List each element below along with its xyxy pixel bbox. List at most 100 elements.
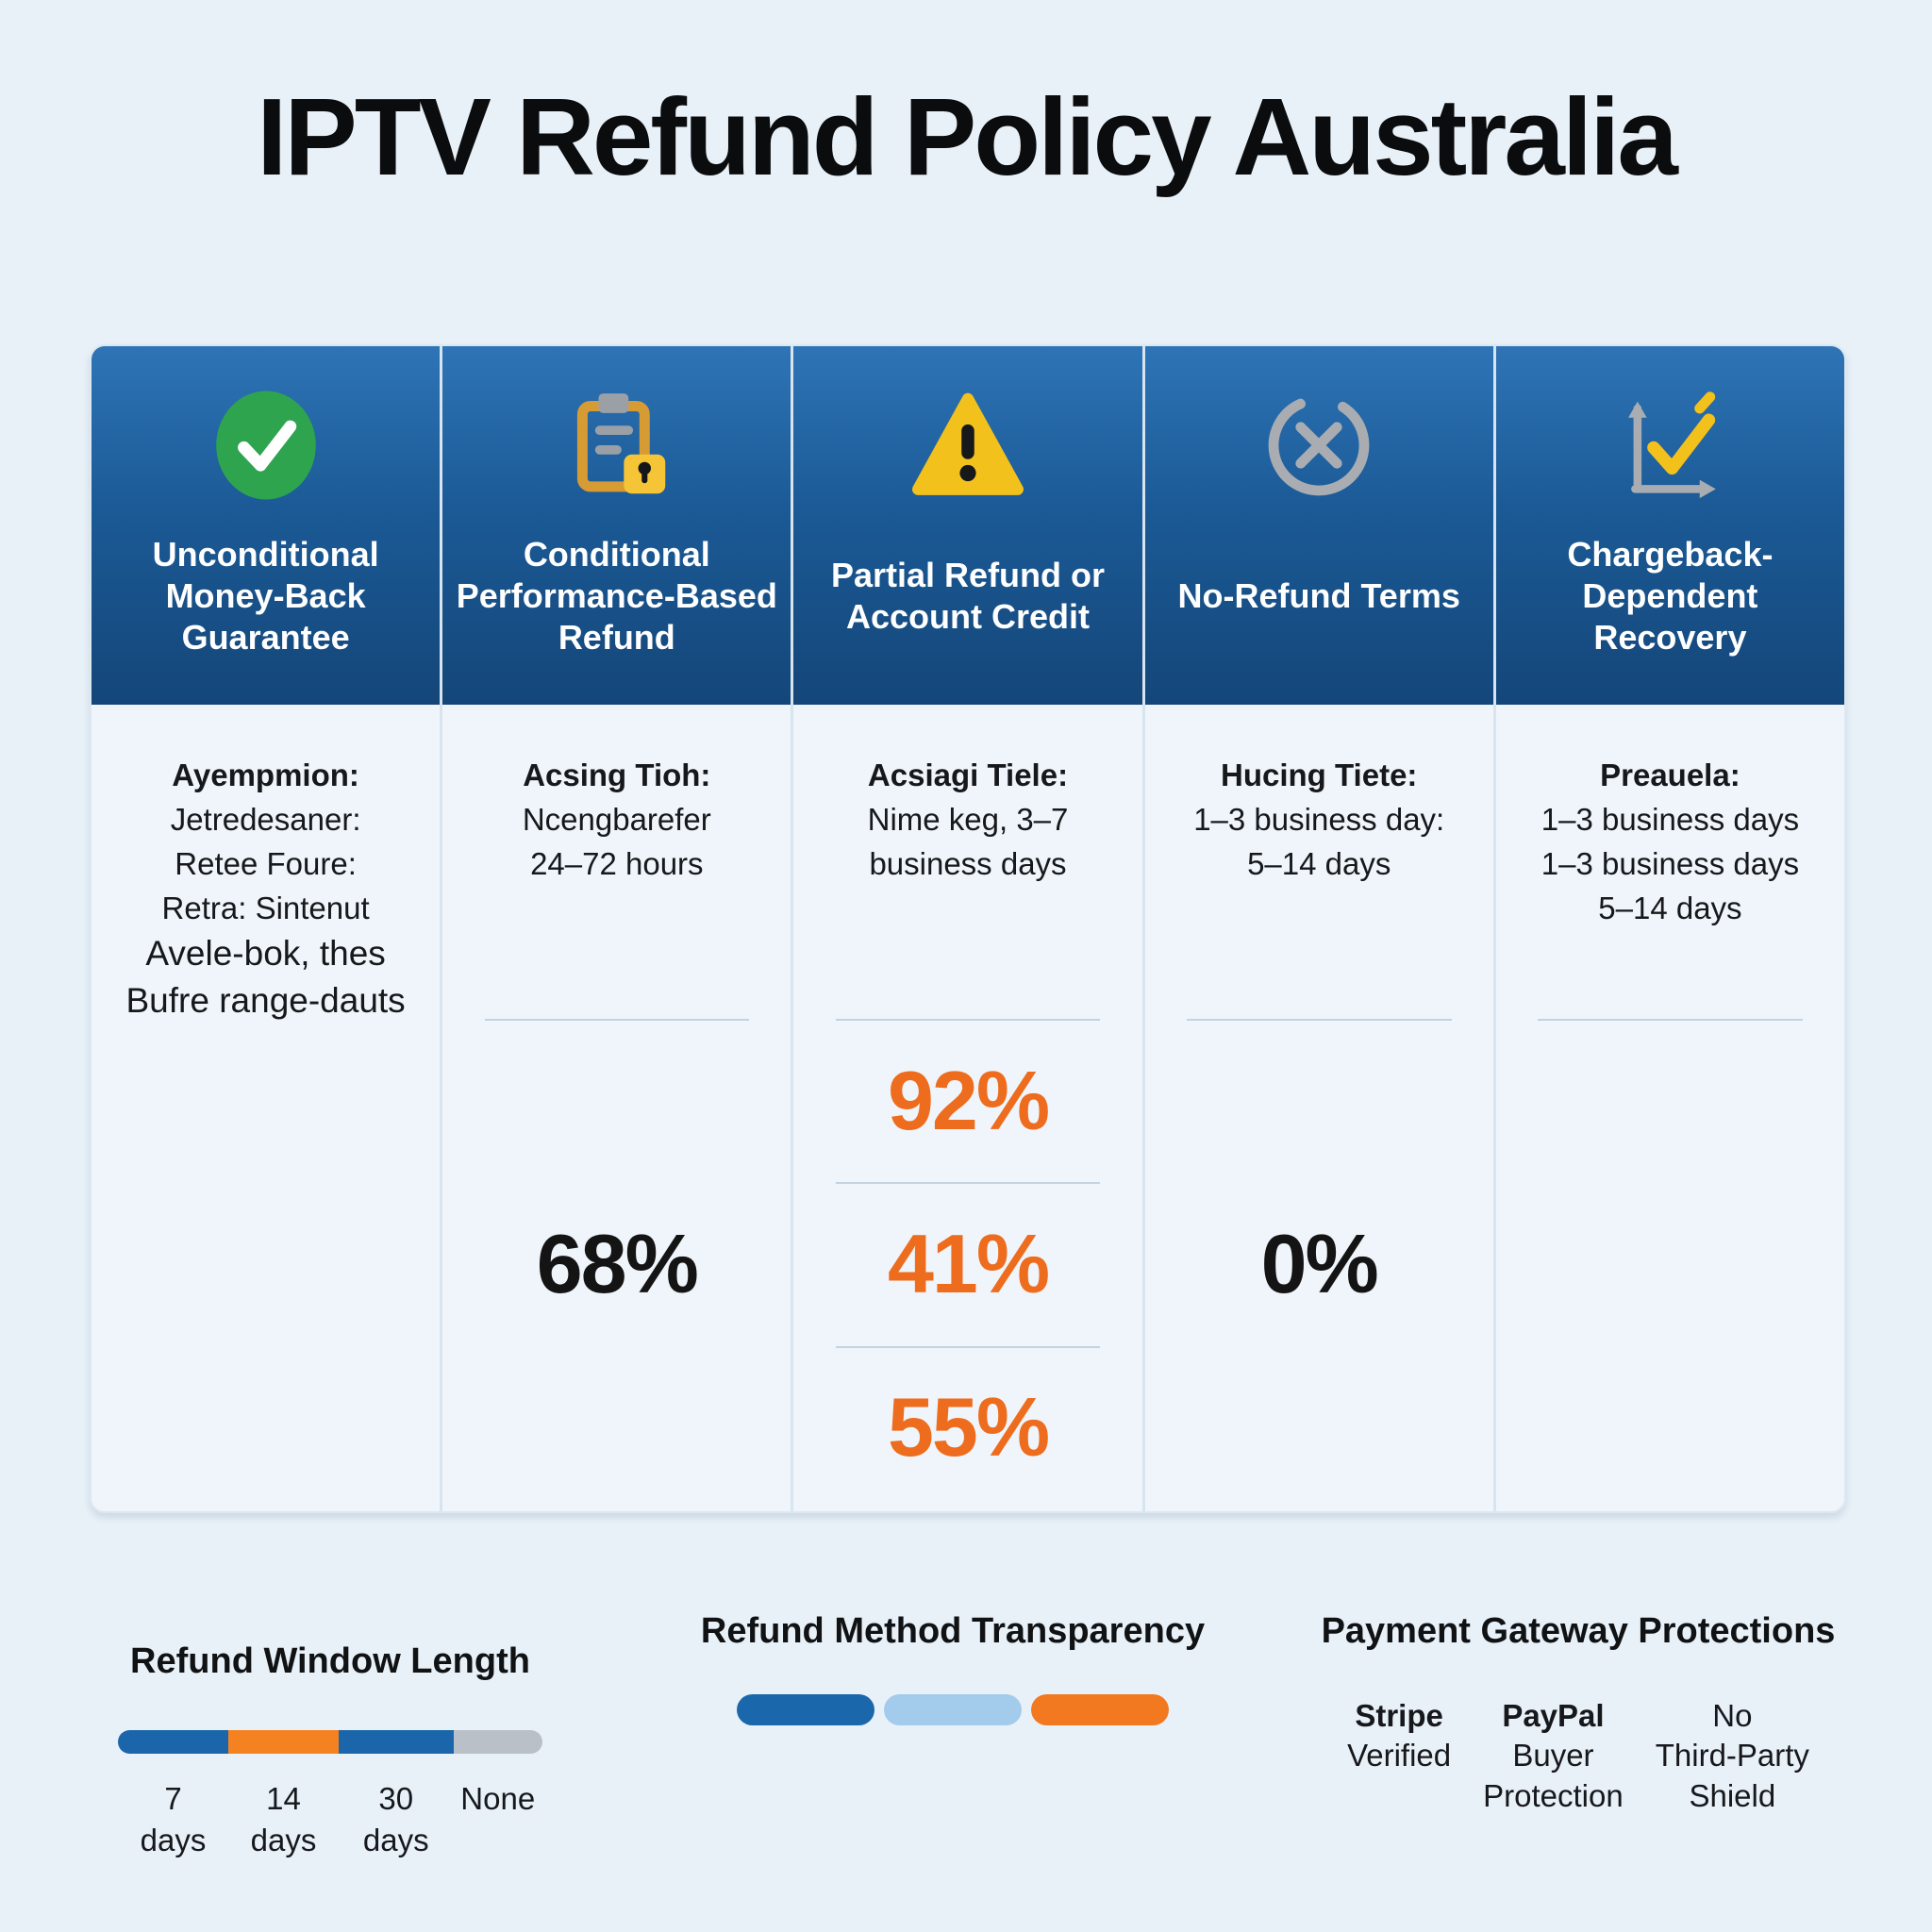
- label-line: None: [460, 1780, 536, 1816]
- gateway-items: Stripe Verified PayPal Buyer Protection No Thi…: [1291, 1696, 1866, 1818]
- column-unconditional: Unconditional Money-Back Guarantee Ayemp…: [92, 346, 441, 1511]
- body-line: 1–3 business day:: [1193, 801, 1445, 837]
- stat-slot: 92%: [793, 1019, 1141, 1182]
- column-conditional: Conditional Performance-Based Refund Acs…: [440, 346, 791, 1511]
- body-text: Acsing Tioh: Ncengbarefer 24–72 hours: [442, 705, 791, 887]
- bar-segment: [737, 1693, 874, 1725]
- column-body: Preauela: 1–3 business days 1–3 business d…: [1496, 705, 1844, 1509]
- stat-slot: [1496, 1182, 1844, 1345]
- chart-check-icon: [1610, 378, 1729, 512]
- body-line: Avele-bok, thes: [145, 934, 386, 974]
- body-text: Hucing Tiete: 1–3 business day: 5–14 days: [1145, 705, 1493, 887]
- gateway-item-line: Verified: [1347, 1738, 1452, 1774]
- stat-area: 68%: [442, 1019, 791, 1509]
- body-line: Bufre range-dauts: [125, 981, 406, 1021]
- bar-segment: [1031, 1693, 1169, 1725]
- percent-value: 68%: [536, 1216, 699, 1310]
- body-line: Hucing Tiete:: [1221, 758, 1418, 792]
- stat-slot: [1145, 1019, 1493, 1182]
- label-line: 30: [378, 1780, 414, 1816]
- divider-line: [835, 1019, 1101, 1021]
- stat-slot: 68%: [442, 1182, 791, 1345]
- body-line: 5–14 days: [1598, 890, 1742, 925]
- column-header: Partial Refund or Account Credit: [793, 346, 1142, 705]
- column-header: Chargeback-Dependent Recovery: [1495, 346, 1844, 705]
- divider-line: [835, 1345, 1101, 1348]
- clipboard-lock-icon: [559, 378, 675, 512]
- legend-refund-window: Refund Window Length 7 days 14 days 30 days No…: [80, 1640, 580, 1862]
- label-line: days: [362, 1823, 429, 1858]
- refund-window-labels: 7 days 14 days 30 days None: [118, 1778, 542, 1862]
- column-title: Conditional Performance-Based Refund: [456, 535, 777, 657]
- gateway-item: Stripe Verified: [1347, 1696, 1451, 1777]
- bar-segment-label: 14 days: [228, 1778, 339, 1862]
- bar-segment: [339, 1729, 454, 1754]
- gateway-item-line: Buyer: [1512, 1738, 1594, 1774]
- gateway-item-line: No: [1712, 1697, 1753, 1733]
- column-title: No-Refund Terms: [1177, 576, 1460, 616]
- column-chargeback: Chargeback-Dependent Recovery Preauela: 1…: [1492, 346, 1844, 1511]
- stat-slot: [1496, 1346, 1844, 1509]
- column-title: Partial Refund or Account Credit: [830, 556, 1106, 636]
- percent-value: 0%: [1260, 1216, 1379, 1310]
- stat-slot: [1145, 1346, 1493, 1509]
- legend-refund-method: Refund Method Transparency: [693, 1609, 1212, 1725]
- body-line: Acsing Tioh:: [523, 758, 711, 792]
- bar-segment-label: 7 days: [118, 1778, 228, 1862]
- body-line: 5–14 days: [1247, 845, 1391, 881]
- body-line: Ncengbarefer: [522, 801, 711, 837]
- body-line: Retra: Sintenut: [161, 890, 370, 925]
- percent-value: 92%: [887, 1053, 1050, 1147]
- percent-value: 41%: [887, 1216, 1050, 1310]
- column-partial: Partial Refund or Account Credit Acsiagi…: [791, 346, 1142, 1511]
- label-line: days: [250, 1823, 317, 1858]
- check-circle-icon: [210, 378, 322, 512]
- gateway-item: PayPal Buyer Protection: [1483, 1696, 1624, 1818]
- divider-line: [484, 1019, 750, 1021]
- column-title: Chargeback-Dependent Recovery: [1567, 535, 1774, 657]
- circle-x-icon: [1262, 378, 1375, 512]
- column-body: Acsing Tioh: Ncengbarefer 24–72 hours 68%: [442, 705, 791, 1509]
- bar-segment: [228, 1729, 339, 1754]
- legend-title: Payment Gateway Protections: [1321, 1611, 1836, 1651]
- body-line: Acsiagi Tiele:: [867, 758, 1069, 792]
- comparison-table: Unconditional Money-Back Guarantee Ayemp…: [90, 344, 1846, 1513]
- stat-area: [1496, 1019, 1844, 1509]
- stat-area: 0%: [1145, 1019, 1493, 1509]
- body-line: Ayempmion:: [172, 758, 359, 792]
- body-line: 1–3 business days: [1541, 845, 1800, 881]
- column-header: Conditional Performance-Based Refund: [442, 346, 791, 705]
- refund-window-bar: [118, 1729, 542, 1754]
- column-body: Acsiagi Tiele: Nime keg, 3–7 business days…: [793, 705, 1141, 1509]
- body-text: Ayempmion: Jetredesaner: Retee Foure: Retra…: [92, 705, 440, 1024]
- warning-triangle-icon: [909, 378, 1026, 512]
- stat-area: [92, 1019, 440, 1509]
- legend-title: Refund Method Transparency: [700, 1611, 1206, 1651]
- bar-segment-label: 30 days: [339, 1778, 454, 1862]
- column-title: Unconditional Money-Back Guarantee: [152, 535, 379, 657]
- gateway-item-line: Shield: [1689, 1778, 1776, 1814]
- column-header: Unconditional Money-Back Guarantee: [92, 346, 441, 705]
- column-body: Ayempmion: Jetredesaner: Retee Foure: Retra…: [92, 705, 440, 1509]
- column-body: Hucing Tiete: 1–3 business day: 5–14 days …: [1145, 705, 1493, 1509]
- bar-segment: [118, 1729, 228, 1754]
- stat-slot: 41%: [793, 1182, 1141, 1345]
- stat-slot: [1496, 1019, 1844, 1182]
- page-title: IPTV Refund Policy Australia: [257, 75, 1678, 198]
- divider-line: [1186, 1019, 1452, 1021]
- label-line: days: [140, 1823, 207, 1858]
- divider-line: [835, 1182, 1101, 1185]
- bar-segment: [453, 1729, 542, 1754]
- body-line: Preauela:: [1600, 758, 1740, 792]
- label-line: 7: [164, 1780, 182, 1816]
- column-no-refund: No-Refund Terms Hucing Tiete: 1–3 busines…: [1141, 346, 1493, 1511]
- label-line: 14: [266, 1780, 301, 1816]
- body-line: Nime keg, 3–7: [867, 801, 1069, 837]
- column-header: No-Refund Terms: [1144, 346, 1493, 705]
- gateway-item-line: Stripe: [1355, 1697, 1443, 1733]
- percent-value: 55%: [887, 1380, 1050, 1474]
- body-line: 1–3 business days: [1541, 801, 1800, 837]
- stat-slot: [442, 1346, 791, 1509]
- body-line: 24–72 hours: [530, 845, 704, 881]
